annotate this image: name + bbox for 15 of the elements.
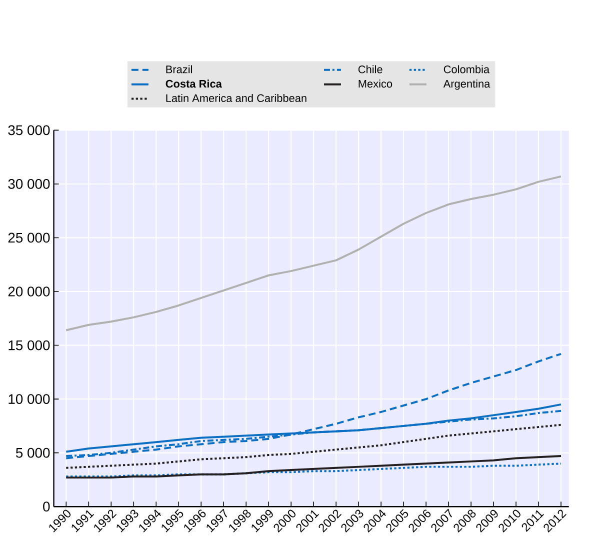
legend-label: Mexico	[358, 79, 392, 88]
legend-label: Costa Rica	[166, 79, 222, 88]
y-tick-label: 10 000	[8, 394, 50, 404]
legend-label: Brazil	[166, 64, 192, 74]
y-tick-label: 35 000	[8, 125, 50, 135]
y-tick-label: 15 000	[8, 340, 50, 350]
y-tick-label: 25 000	[8, 232, 50, 242]
legend-label: Latin America and Caribbean	[166, 94, 306, 102]
y-tick-label: 5 000	[16, 448, 50, 458]
legend-label: Colombia	[444, 64, 490, 74]
legend-label: Argentina	[443, 79, 490, 90]
y-tick-label: 30 000	[8, 178, 50, 189]
y-tick-label: 0	[43, 501, 50, 512]
y-tick-label: 20 000	[8, 286, 50, 296]
legend-label: Chile	[358, 64, 382, 74]
